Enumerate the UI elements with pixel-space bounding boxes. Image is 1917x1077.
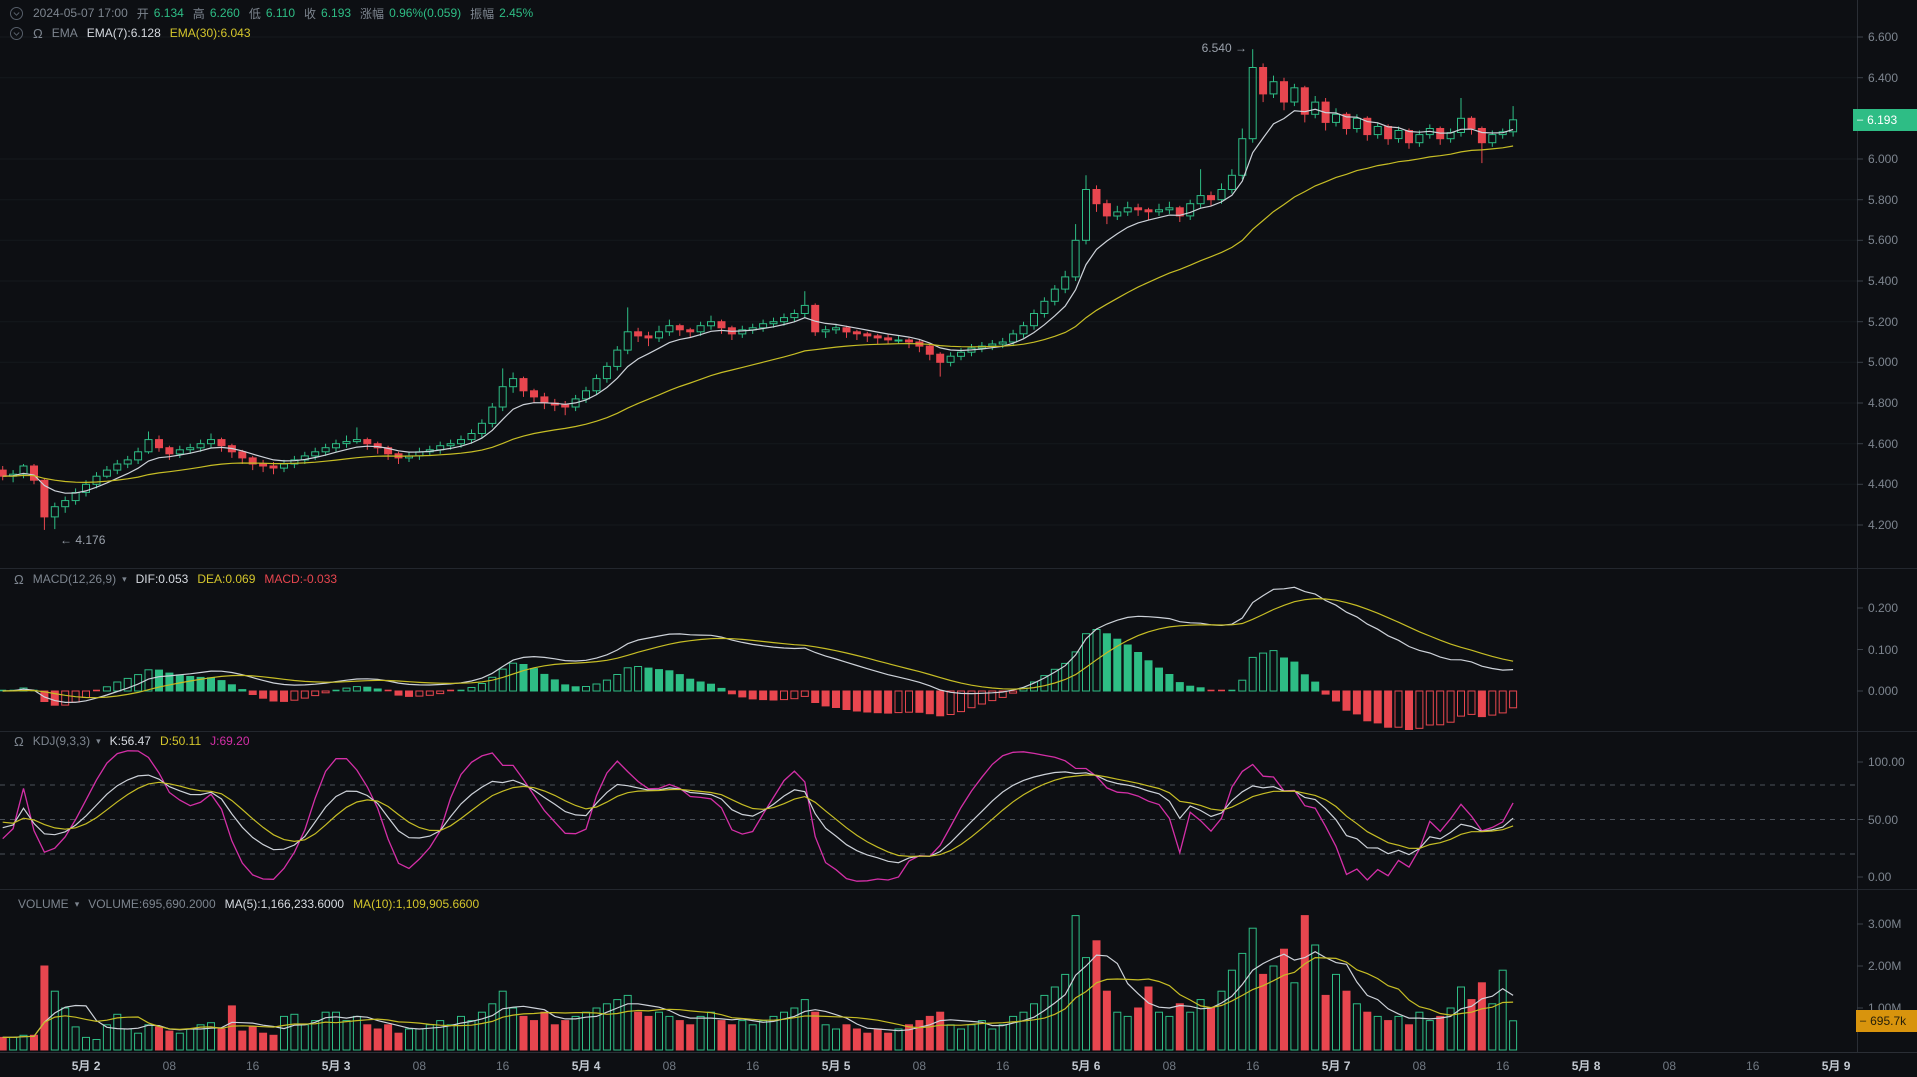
volume-ma5-value: MA(5):1,166,233.6000 — [224, 897, 345, 911]
time-tick-label: 16 — [746, 1059, 760, 1073]
volume-indicator-name: VOLUME — [18, 897, 69, 911]
ema30-value: EMA(30):6.043 — [169, 26, 251, 40]
time-tick-label: 5月 8 — [1571, 1059, 1601, 1073]
d-value: D:50.11 — [159, 734, 202, 748]
k-value: K:56.47 — [109, 734, 151, 748]
time-tick-label: 08 — [912, 1059, 927, 1073]
volume-tick-label: 3.00M — [1868, 917, 1902, 931]
time-tick-label: 5月 2 — [71, 1059, 101, 1073]
ema-indicator-name[interactable]: EMA — [51, 26, 78, 40]
time-tick-label: 08 — [1412, 1059, 1427, 1073]
change-label: 涨幅 — [360, 6, 385, 21]
price-badge-tick: – — [1857, 114, 1864, 126]
time-tick-label: 5月 5 — [821, 1059, 851, 1073]
price-tick-label: 5.800 — [1868, 192, 1899, 207]
macd-value: MACD:-0.033 — [264, 572, 338, 586]
price-tick-label: 6.000 — [1868, 151, 1899, 166]
kdj-tick-label: 100.00 — [1868, 755, 1905, 769]
ema-legend-bar: Ω EMA EMA(7):6.128 EMA(30):6.043 — [8, 24, 251, 42]
kdj-tick-label: 50.00 — [1868, 812, 1899, 827]
ema-alert-icon[interactable]: Ω — [33, 25, 43, 41]
time-tick-label: 5月 9 — [1821, 1059, 1851, 1073]
time-tick-label: 08 — [1162, 1059, 1177, 1073]
price-tick-label: 5.400 — [1868, 273, 1899, 288]
time-tick-label: 16 — [996, 1059, 1010, 1073]
price-tick-label: 6.400 — [1868, 70, 1899, 85]
kdj-dropdown-icon: ▾ — [96, 735, 101, 746]
ema7-value: EMA(7):6.128 — [86, 26, 161, 40]
high-price-marker: 6.540 → — [1201, 41, 1247, 55]
macd-alert-icon[interactable]: Ω — [14, 571, 24, 587]
price-tick-label: 4.600 — [1868, 436, 1899, 451]
time-tick-label: 16 — [246, 1059, 260, 1073]
low-value: 6.110 — [265, 6, 295, 20]
low-label: 低 — [248, 6, 261, 21]
time-tick-label: 16 — [496, 1059, 510, 1073]
volume-ma10-value: MA(10):1,109,905.6600 — [353, 897, 480, 911]
time-tick-label: 08 — [162, 1059, 177, 1073]
candle-datetime: 2024-05-07 17:00 — [33, 6, 128, 20]
volume-indicator-selector[interactable]: VOLUME ▾ — [18, 897, 79, 911]
macd-legend-bar: Ω MACD(12,26,9) ▾ DIF:0.053 DEA:0.069 MA… — [14, 570, 337, 588]
collapse-indicator-icon[interactable] — [8, 25, 24, 41]
price-tick-label: 6.600 — [1868, 30, 1899, 44]
macd-tick-label: 0.100 — [1868, 642, 1899, 657]
macd-tick-label: 0.200 — [1868, 601, 1899, 615]
time-tick-label: 5月 6 — [1071, 1059, 1101, 1073]
time-tick-label: 16 — [1496, 1059, 1510, 1073]
time-tick-label: 5月 7 — [1321, 1059, 1351, 1073]
close-label: 收 — [304, 6, 317, 21]
time-tick-label: 08 — [662, 1059, 677, 1073]
time-tick-label: 5月 4 — [571, 1059, 601, 1073]
kdj-alert-icon[interactable]: Ω — [14, 733, 24, 749]
macd-indicator-name: MACD(12,26,9) — [32, 572, 117, 586]
volume-tick-label: 2.00M — [1868, 959, 1902, 973]
volume-dropdown-icon: ▾ — [74, 898, 80, 909]
last-volume-badge: –695.7k — [1856, 1010, 1917, 1032]
macd-tick-label: 0.000 — [1868, 684, 1899, 698]
volume-badge-tick: – — [1860, 1015, 1867, 1027]
high-value: 6.260 — [209, 6, 240, 20]
last-price-badge: –6.193 — [1853, 109, 1917, 131]
amplitude-label: 振幅 — [470, 6, 495, 21]
volume-legend-bar: VOLUME ▾ VOLUME:695,690.2000 MA(5):1,166… — [18, 895, 479, 913]
open-value: 6.134 — [153, 6, 184, 20]
price-tick-label: 4.200 — [1868, 517, 1899, 532]
dea-value: DEA:0.069 — [197, 572, 256, 586]
kdj-tick-label: 0.00 — [1868, 870, 1892, 884]
time-tick-label: 08 — [1662, 1059, 1677, 1073]
close-value: 6.193 — [321, 6, 352, 20]
j-value: J:69.20 — [210, 734, 250, 748]
time-tick-label: 5月 3 — [321, 1059, 351, 1073]
time-tick-label: 16 — [1246, 1059, 1260, 1073]
macd-indicator-selector[interactable]: MACD(12,26,9) ▾ — [33, 572, 127, 586]
kdj-legend-bar: Ω KDJ(9,3,3) ▾ K:56.47 D:50.11 J:69.20 — [14, 732, 250, 750]
price-tick-label: 5.000 — [1868, 355, 1899, 370]
low-price-marker: ← 4.176 — [60, 533, 106, 547]
dif-value: DIF:0.053 — [135, 572, 189, 586]
kdj-indicator-name: KDJ(9,3,3) — [32, 734, 91, 748]
high-label: 高 — [192, 6, 205, 21]
time-tick-label: 16 — [1746, 1059, 1760, 1073]
amplitude-value: 2.45% — [499, 6, 534, 20]
open-label: 开 — [136, 6, 149, 21]
price-tick-label: 5.200 — [1868, 314, 1899, 329]
collapse-chart-icon[interactable] — [8, 5, 24, 21]
change-value: 0.96%(0.059) — [389, 6, 462, 20]
price-tick-label: 5.600 — [1868, 233, 1899, 248]
volume-value: VOLUME:695,690.2000 — [88, 897, 216, 911]
time-tick-label: 08 — [412, 1059, 427, 1073]
macd-dropdown-icon: ▾ — [122, 573, 127, 584]
price-tick-label: 4.400 — [1868, 477, 1899, 492]
price-tick-label: 4.800 — [1868, 395, 1899, 410]
kdj-indicator-selector[interactable]: KDJ(9,3,3) ▾ — [33, 734, 101, 748]
